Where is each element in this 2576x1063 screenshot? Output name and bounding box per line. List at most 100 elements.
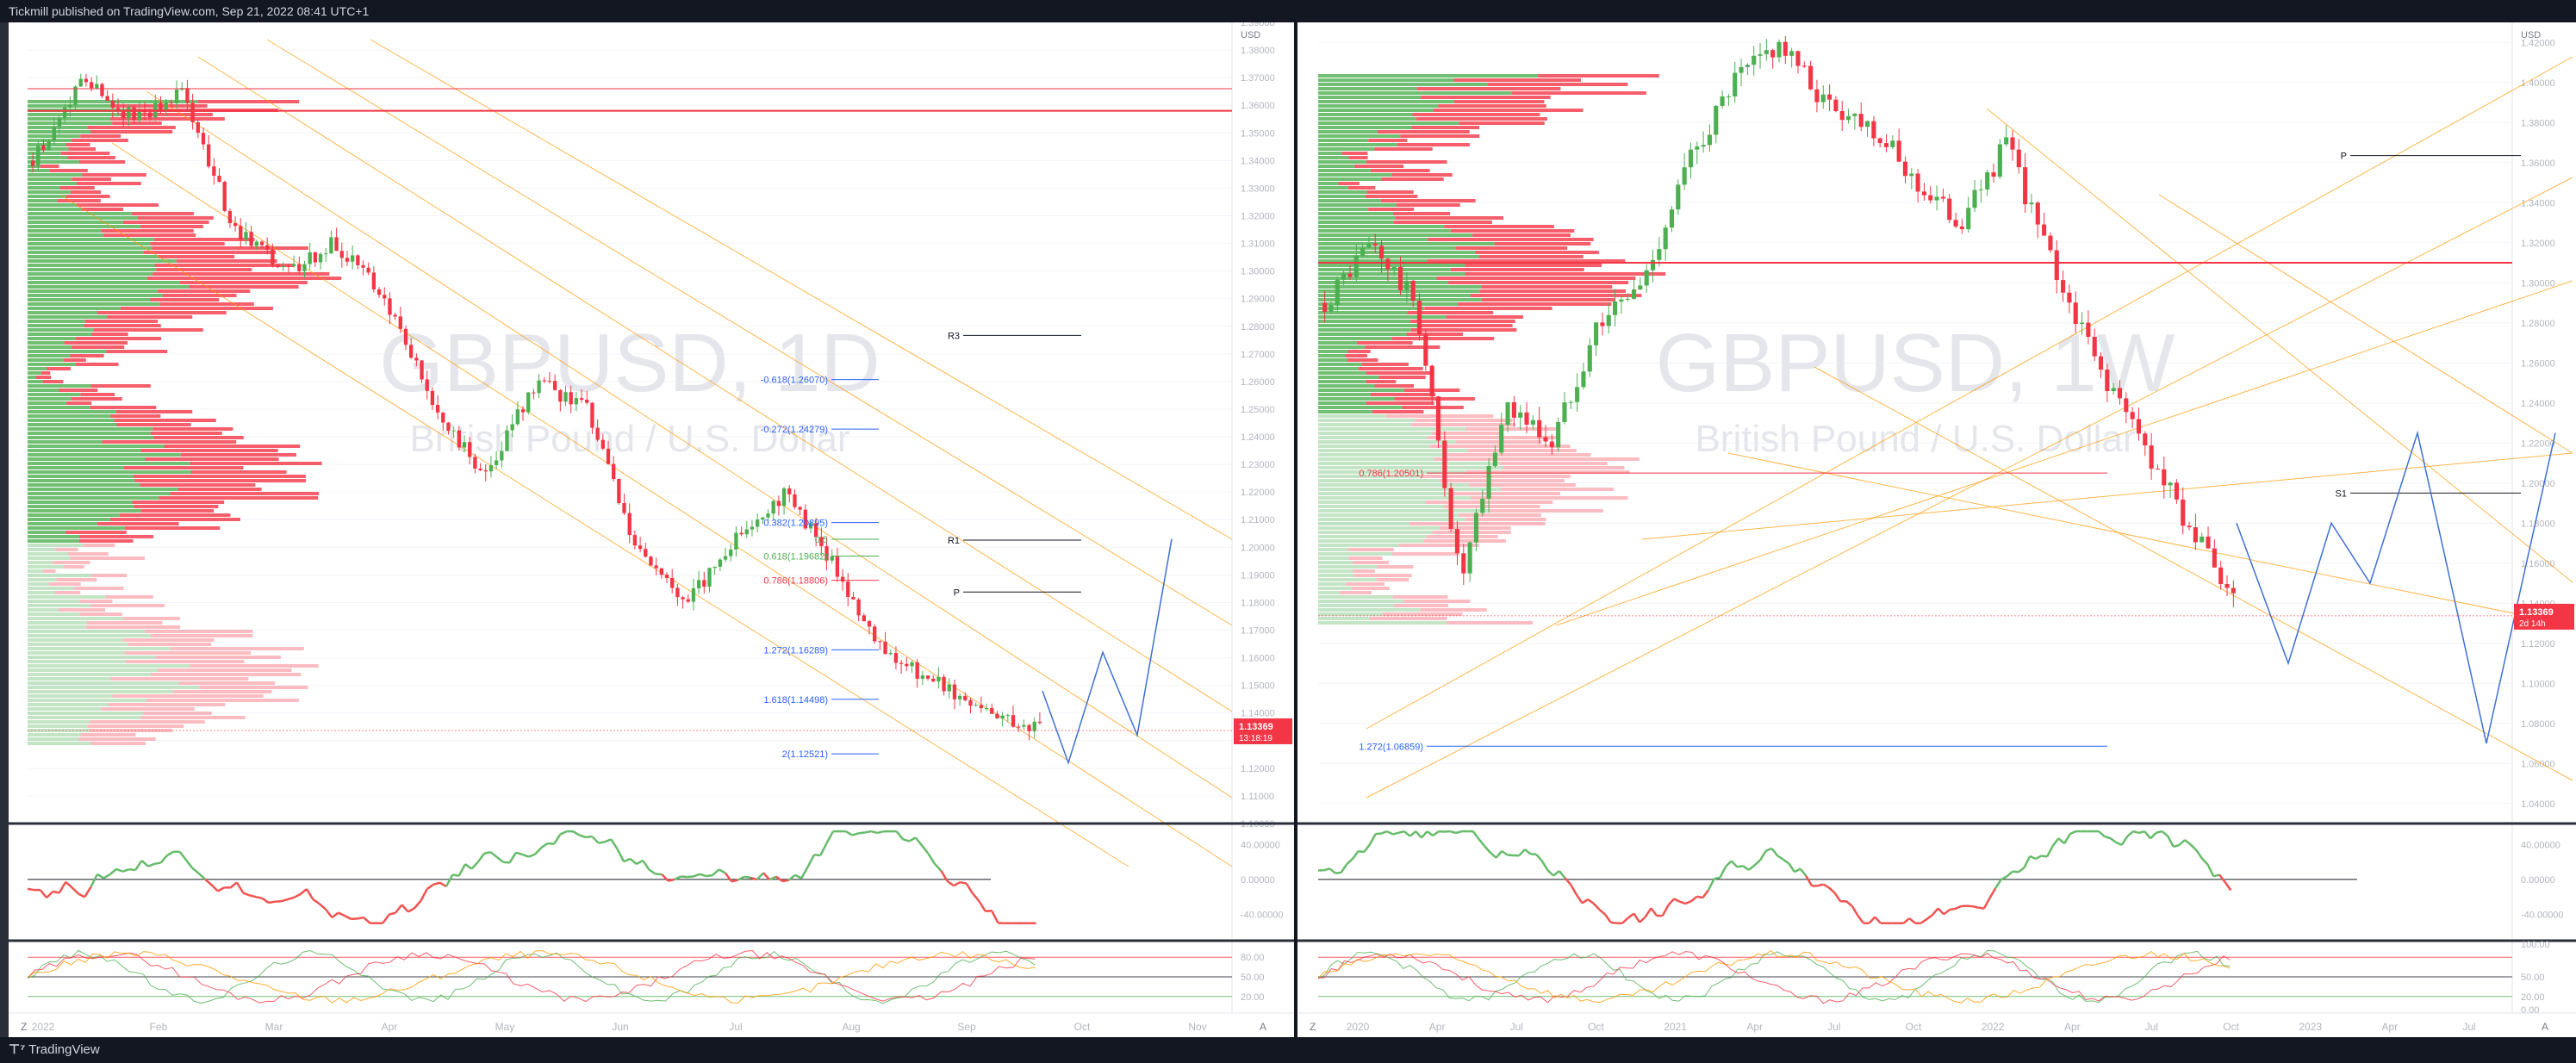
oscillator-segment xyxy=(1581,898,1589,904)
volume-profile-up-bar xyxy=(28,333,92,336)
weekly-chart-svg[interactable]: 1.42000 1.40000 1.38000 1.36000 1.34000 1.320… xyxy=(1297,22,2576,1037)
oscillator-segment xyxy=(1340,863,1348,873)
volume-profile-up-bar xyxy=(28,513,120,517)
oscillator-segment xyxy=(109,867,117,876)
candle-body xyxy=(974,705,978,706)
volume-profile-up-bar xyxy=(28,492,171,495)
stochastic-line xyxy=(27,950,1036,1004)
volume-profile-down-bar xyxy=(1470,294,1642,297)
volume-profile-up-bar xyxy=(28,113,121,116)
oscillator-segment xyxy=(642,860,650,871)
candle-body xyxy=(190,103,195,122)
volume-profile-down-bar xyxy=(150,242,225,246)
candle-body xyxy=(1022,724,1026,727)
volume-profile-down-bar xyxy=(42,380,64,383)
volume-profile-up-bar xyxy=(1318,453,1449,457)
volume-profile-up-bar xyxy=(1318,173,1392,177)
volume-profile-up-bar xyxy=(28,608,59,612)
volume-profile-down-bar xyxy=(67,156,115,159)
volume-profile-down-bar xyxy=(122,617,180,620)
volume-profile-up-bar xyxy=(28,195,66,198)
price-tick-label: 1.34000 xyxy=(2521,198,2555,208)
volume-profile-down-bar xyxy=(1458,513,1541,517)
candle-body xyxy=(734,532,738,550)
fib-level-label: 0.786(1.20501) xyxy=(1359,469,1423,479)
oscillator-segment xyxy=(2132,830,2140,835)
volume-profile-down-bar xyxy=(158,255,235,258)
volume-profile-up-bar xyxy=(28,281,180,284)
oscillator-segment xyxy=(147,862,155,867)
volume-profile-down-bar xyxy=(1421,96,1551,99)
oscillator-segment xyxy=(1546,869,1555,877)
fib-level-label: 0.618(1.19682) xyxy=(763,552,828,563)
oscillator-segment xyxy=(750,876,758,881)
volume-profile-up-bar xyxy=(1318,367,1359,370)
volume-profile-up-bar xyxy=(1318,371,1366,375)
volume-profile-up-bar xyxy=(28,190,71,194)
volume-profile-up-bar xyxy=(1318,363,1362,366)
volume-profile-down-bar xyxy=(189,285,299,289)
volume-profile-up-bar xyxy=(1318,281,1449,284)
volume-profile-down-bar xyxy=(146,277,342,280)
oscillator-segment xyxy=(908,836,917,842)
candle-body xyxy=(478,469,482,470)
candle-body xyxy=(824,546,829,561)
price-tick-label: 1.17000 xyxy=(1241,626,1275,637)
oscillator-segment xyxy=(464,863,473,870)
volume-profile-up-bar xyxy=(28,612,80,616)
volume-profile-down-bar xyxy=(1438,104,1546,108)
daily-chart-svg[interactable]: 1.39000 1.38000 1.37000 1.36000 1.35000 1.340… xyxy=(9,22,1294,1037)
price-tick-label: 1.12000 xyxy=(1241,764,1275,774)
volume-profile-down-bar xyxy=(1377,130,1470,134)
price-tick-label: 1.16000 xyxy=(1241,654,1275,664)
candle-body xyxy=(766,513,770,518)
volume-profile-up-bar xyxy=(1318,531,1433,534)
oscillator-segment xyxy=(2046,845,2054,857)
candle-body xyxy=(1360,247,1366,256)
oscillator-segment xyxy=(1570,884,1577,896)
volume-profile-up-bar xyxy=(1318,333,1407,336)
oscillator-segment xyxy=(1621,917,1629,924)
volume-profile-down-bar xyxy=(1465,272,1666,276)
candle-body xyxy=(1972,190,1977,208)
price-tick-label: 1.36000 xyxy=(1241,101,1275,111)
volume-profile-up-bar xyxy=(28,345,72,349)
volume-profile-down-bar xyxy=(112,694,264,698)
candle-body xyxy=(1883,143,1889,147)
volume-profile-down-bar xyxy=(1434,457,1640,461)
volume-profile-up-bar xyxy=(1318,143,1397,146)
volume-profile-up-bar xyxy=(28,578,57,581)
oscillator-segment xyxy=(1667,898,1676,906)
volume-profile-down-bar xyxy=(1353,561,1389,564)
candle-body xyxy=(329,237,333,254)
tradingview-logo-icon[interactable]: ⊤⁷ xyxy=(9,1042,26,1057)
pivot-label: R1 xyxy=(948,536,960,546)
candle-body xyxy=(1518,412,1523,418)
volume-profile-up-bar xyxy=(28,522,97,525)
candle-body xyxy=(164,103,168,112)
volume-profile-up-bar xyxy=(28,221,123,224)
volume-profile-down-bar xyxy=(134,475,306,478)
tradingview-brand[interactable]: TradingView xyxy=(28,1042,100,1057)
volume-profile-up-bar xyxy=(28,699,147,702)
candle-body xyxy=(1871,121,1876,139)
volume-profile-down-bar xyxy=(1499,462,1608,465)
candle-body xyxy=(1353,255,1359,277)
chart-panel-daily[interactable]: 1.39000 1.38000 1.37000 1.36000 1.35000 1.340… xyxy=(9,22,1294,1037)
volume-profile-up-bar xyxy=(28,604,90,607)
candle-body xyxy=(1795,51,1801,66)
chart-panel-weekly[interactable]: 1.42000 1.40000 1.38000 1.36000 1.34000 1.320… xyxy=(1294,22,2576,1037)
time-axis-label: 2021 xyxy=(1664,1021,1687,1033)
price-tick-label: 1.21000 xyxy=(1241,515,1275,525)
candle-body xyxy=(1839,110,1845,121)
oscillator-segment xyxy=(1673,898,1681,903)
volume-profile-down-bar xyxy=(122,638,215,642)
candle-body xyxy=(1739,66,1744,73)
oscillator-segment xyxy=(718,868,726,874)
oscillator-segment xyxy=(851,832,859,836)
volume-profile-down-bar xyxy=(1489,509,1604,513)
oscillator-segment xyxy=(1386,830,1394,836)
volume-profile-down-bar xyxy=(153,238,255,241)
volume-profile-down-bar xyxy=(72,139,128,142)
oscillator-segment xyxy=(305,888,314,900)
